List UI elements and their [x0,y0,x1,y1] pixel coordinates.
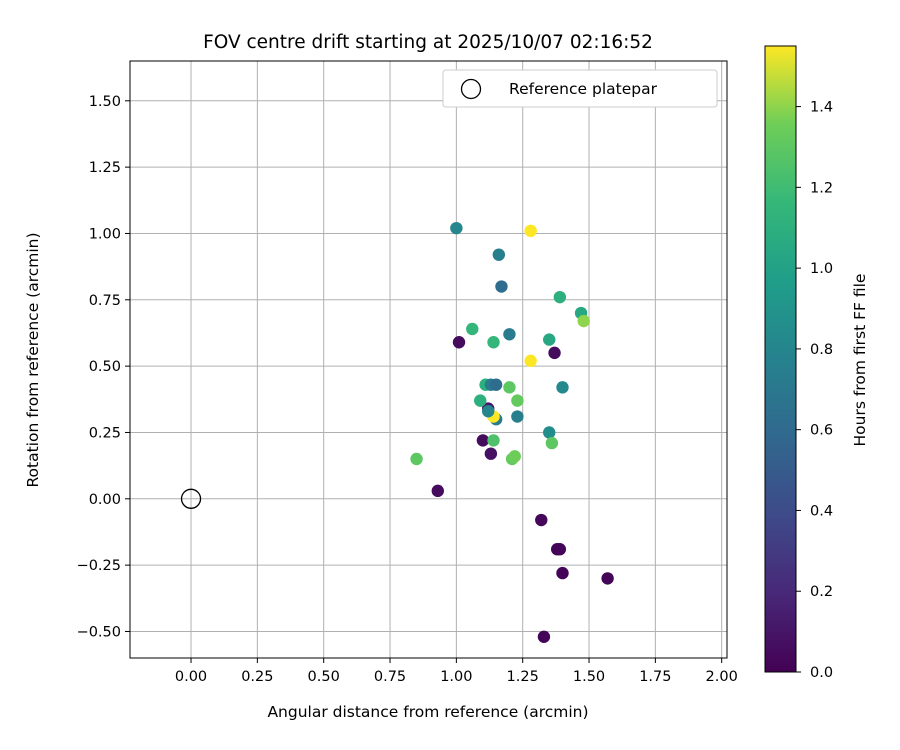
y-tick-label: 1.25 [89,160,121,176]
colorbar-tick-label: 1.0 [810,261,833,277]
colorbar-tick-label: 0.4 [810,503,833,519]
legend-reference-marker [460,78,482,100]
x-axis-label: Angular distance from reference (arcmin) [267,703,588,721]
data-point [556,566,569,580]
x-tick-label: 1.75 [639,669,671,685]
colorbar-tick-label: 0.2 [810,584,833,600]
data-point [601,572,614,585]
data-point [556,381,569,394]
data-point [553,543,567,556]
data-points [180,221,614,643]
data-point [543,333,556,346]
data-point [548,346,561,360]
data-point [537,630,551,643]
grid-lines [130,61,727,658]
data-point [482,405,495,418]
y-tick-label: 0.75 [89,293,121,309]
data-point [543,426,556,439]
colorbar-tick-label: 0.8 [810,342,833,358]
y-tick-label: 0.00 [89,492,121,508]
colorbar-tick-label: 0.6 [810,423,833,439]
y-tick-label: 0.25 [89,425,121,441]
x-tick-label: 0.00 [175,669,207,685]
data-point [484,447,498,460]
data-point [495,280,508,293]
data-point [524,224,537,238]
data-point [545,436,559,450]
x-tick-label: 1.50 [573,669,605,685]
y-tick-label: 1.50 [89,94,121,110]
legend-entry-reference: Reference platepar [509,80,658,98]
y-tick-label: 1.00 [89,226,121,242]
colorbar-tick-label: 1.4 [810,100,833,116]
y-axis-label: Rotation from reference (arcmin) [24,232,42,487]
data-point [577,314,590,328]
data-point [452,336,466,349]
data-point [553,290,567,304]
x-tick-label: 0.50 [308,669,340,685]
x-tick-label: 2.00 [706,669,738,685]
data-point [450,221,463,235]
chart-title: FOV centre drift starting at 2025/10/07 … [203,32,653,53]
x-tick-label: 1.00 [440,669,472,685]
data-point [410,452,423,466]
data-point [503,381,516,394]
data-point [535,513,548,527]
data-point [511,394,524,407]
x-tick-label: 1.25 [507,669,539,685]
colorbar-tick-label: 1.2 [810,180,833,196]
data-point [487,434,500,447]
y-tick-label: −0.50 [77,624,121,640]
x-tick-label: 0.25 [241,669,273,685]
data-point [476,434,490,447]
data-point [431,484,444,498]
colorbar-gradient [764,45,797,673]
legend-box [442,69,718,108]
plot-frame [129,60,728,659]
data-point [466,322,479,336]
data-point [487,336,500,349]
y-tick-label: −0.25 [77,558,121,574]
data-point [474,394,487,407]
colorbar-ticks: 0.0 0.2 0.4 0.6 0.8 1.0 1.2 1.4 [796,100,833,681]
data-point [508,450,521,463]
colorbar-label: Hours from first FF file [851,274,869,447]
data-point [524,354,537,368]
legend: Reference platepar [442,69,718,108]
data-point [503,328,516,341]
data-point [489,378,503,391]
x-tick-label: 0.75 [374,669,406,685]
reference-platepar-marker [180,488,202,509]
y-tick-label: 0.50 [89,359,121,375]
colorbar-tick-label: 0.0 [810,665,833,681]
data-point [511,410,524,423]
axis-ticks: 0.00 0.25 0.50 0.75 1.00 1.25 1.50 1.75 2.00 −0.5… [77,94,738,685]
data-point [492,248,506,261]
colorbar: 0.0 0.2 0.4 0.6 0.8 1.0 1.2 1.4 Hours from firs… [764,45,869,681]
